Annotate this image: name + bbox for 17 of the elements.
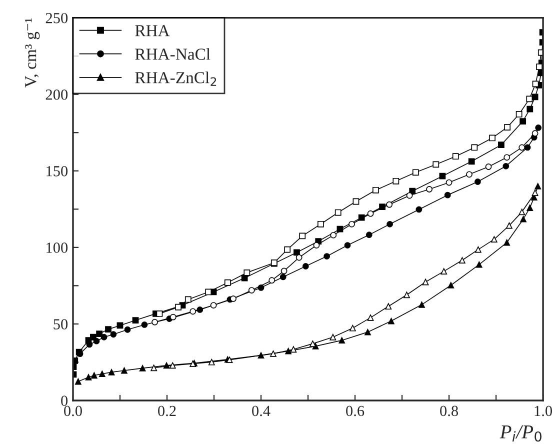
- legend-label: RHA: [135, 25, 170, 36]
- legend-label: RHA-ZnCl$_{2}$: [135, 72, 216, 86]
- y-tick-label: 250: [46, 12, 68, 24]
- x-tick-label: 0.0: [64, 406, 82, 416]
- x-tick-label: 1.0: [534, 406, 552, 416]
- y-tick-label: 0: [61, 396, 68, 406]
- y-tick-label: 50: [54, 319, 68, 330]
- y-tick-label: 200: [46, 89, 68, 100]
- x-axis-title: P$_{i}$/P$_{0}$: [500, 425, 542, 442]
- x-tick-label: 0.4: [252, 406, 270, 416]
- x-tick-label: 0.6: [346, 406, 364, 416]
- x-tick-label: 0.2: [158, 406, 176, 416]
- legend-label: RHA-NaCl: [135, 48, 210, 60]
- y-tick-label: 100: [46, 242, 68, 253]
- x-tick-label: 0.8: [440, 406, 458, 416]
- y-axis-title: V, cm³ g⁻¹: [25, 18, 40, 88]
- y-tick-label: 150: [46, 166, 68, 176]
